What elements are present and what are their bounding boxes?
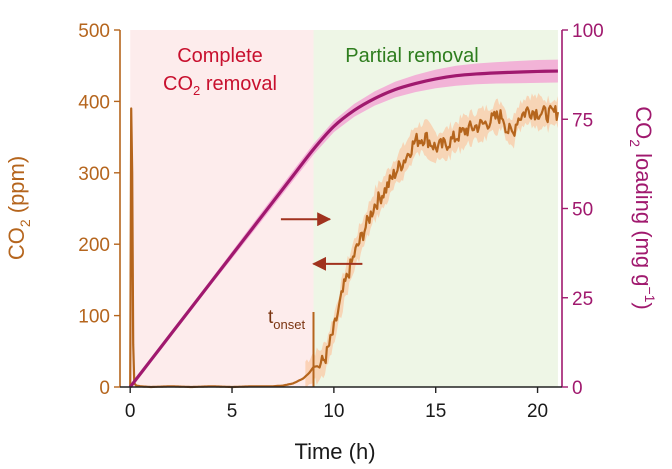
band-layer <box>130 59 558 387</box>
y-right-tick-label-0: 0 <box>572 378 583 399</box>
y-right-tick-label-100: 100 <box>572 21 604 42</box>
ppm-noise-band <box>305 92 558 387</box>
y-right-title-end: ) <box>631 302 656 309</box>
y-left-tick-label-400: 400 <box>78 92 110 113</box>
y-left-tick-label-500: 500 <box>78 21 110 42</box>
onset-label: tonset <box>268 307 305 332</box>
region-label-complete-line2: CO2 removal <box>163 73 277 98</box>
y-left-title-main: CO <box>4 227 29 260</box>
y-right-tick-label-50: 50 <box>572 200 593 221</box>
y-left-tick-label-300: 300 <box>78 164 110 185</box>
y-left-axis-title: CO2 (ppm) <box>4 156 33 260</box>
x-tick-label-5: 5 <box>227 401 238 422</box>
region-label-complete-sub: 2 <box>193 83 200 98</box>
y-right-axis-title: CO2 loading (mg g−1) <box>627 106 658 310</box>
loading-line <box>128 69 558 388</box>
region-label-complete-end: removal <box>200 73 277 95</box>
y-left-tick-label-100: 100 <box>78 307 110 328</box>
region-label-partial: Partial removal <box>345 45 478 67</box>
x-tick-label-20: 20 <box>527 401 548 422</box>
annotation-layer <box>280 212 363 387</box>
x-tick-label-0: 0 <box>125 401 136 422</box>
y-right-title-mid: loading (mg g <box>631 147 656 286</box>
y-left-tick-label-0: 0 <box>99 378 110 399</box>
regions-layer <box>130 30 558 387</box>
y-right-tick-label-75: 75 <box>572 110 593 131</box>
y-left-tick-label-200: 200 <box>78 235 110 256</box>
y-right-title-sub: 2 <box>627 139 643 147</box>
onset-label-sub: onset <box>273 317 305 332</box>
region-0 <box>130 30 314 387</box>
y-right-title-main: CO <box>631 106 656 139</box>
onset-label-t: t <box>268 307 274 328</box>
region-1 <box>313 30 558 387</box>
y-left-title-sub: 2 <box>17 219 33 227</box>
x-tick-label-15: 15 <box>425 401 446 422</box>
region-label-complete-line1: Complete <box>177 45 263 67</box>
y-left-title-unit: (ppm) <box>4 156 29 220</box>
y-right-title-sup: −1 <box>642 286 658 302</box>
y-right-tick-label-25: 25 <box>572 289 593 310</box>
region-label-complete-co: CO <box>163 73 193 95</box>
x-tick-label-10: 10 <box>323 401 344 422</box>
x-axis-title: Time (h) <box>294 439 375 464</box>
